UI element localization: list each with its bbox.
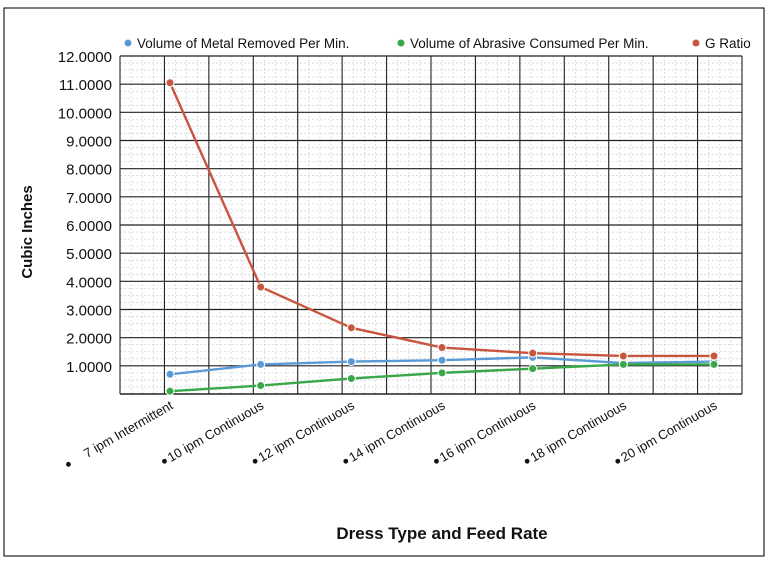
- data-point: [618, 359, 628, 369]
- x-axis-label: Dress Type and Feed Rate: [336, 524, 547, 543]
- y-tick-label: 5.0000: [66, 246, 112, 263]
- x-tick-bullet: [252, 458, 258, 464]
- x-tick-bullet: [343, 458, 349, 464]
- grid: [119, 55, 743, 395]
- data-point: [165, 386, 175, 396]
- y-tick-label: 6.0000: [66, 218, 112, 235]
- data-point: [437, 343, 447, 353]
- data-point: [709, 351, 719, 361]
- y-tick-label: 10.0000: [58, 105, 112, 122]
- x-tick-bullet: [434, 458, 439, 464]
- data-point: [528, 364, 538, 374]
- y-tick-label: 3.0000: [66, 303, 112, 320]
- legend-marker: [123, 38, 133, 48]
- legend-marker: [396, 38, 406, 48]
- data-point: [165, 78, 175, 88]
- data-point: [165, 369, 175, 379]
- legend: Volume of Metal Removed Per Min. Volume o…: [123, 36, 751, 51]
- y-tick-label: 1.0000: [66, 359, 112, 376]
- data-point: [346, 357, 356, 367]
- data-point: [256, 359, 266, 369]
- legend-marker: [691, 38, 701, 48]
- legend-entry: Volume of Abrasive Consumed Per Min.: [410, 36, 649, 51]
- data-point: [437, 368, 447, 378]
- y-tick-label: 7.0000: [66, 190, 112, 207]
- data-point: [256, 381, 266, 391]
- y-tick-label: 8.0000: [66, 162, 112, 179]
- y-tick-label: 9.0000: [66, 134, 112, 151]
- legend-entry: Volume of Metal Removed Per Min.: [137, 36, 349, 51]
- x-tick-bullet: [66, 461, 71, 467]
- y-tick-label: 2.0000: [66, 331, 112, 348]
- data-point: [618, 351, 628, 361]
- x-tick-bullet: [524, 458, 530, 464]
- data-point: [346, 323, 356, 333]
- legend-entry: G Ratio: [705, 36, 751, 51]
- series-group: [165, 78, 719, 396]
- data-point: [528, 348, 538, 358]
- chart-border: [3, 7, 765, 557]
- y-axis-label: Cubic Inches: [19, 185, 36, 278]
- data-point: [346, 374, 356, 384]
- data-point: [256, 282, 266, 292]
- x-tick-bullet: [162, 458, 167, 464]
- data-point: [437, 355, 447, 365]
- y-tick-label: 11.0000: [59, 77, 112, 94]
- data-point: [709, 359, 719, 369]
- y-tick-label: 12.0000: [58, 49, 112, 66]
- y-axis: 1.0000 2.0000 3.0000 4.0000 5.0000 6.0000 7.00…: [58, 49, 112, 376]
- y-tick-label: 4.0000: [66, 274, 112, 291]
- x-tick-bullet: [615, 458, 621, 464]
